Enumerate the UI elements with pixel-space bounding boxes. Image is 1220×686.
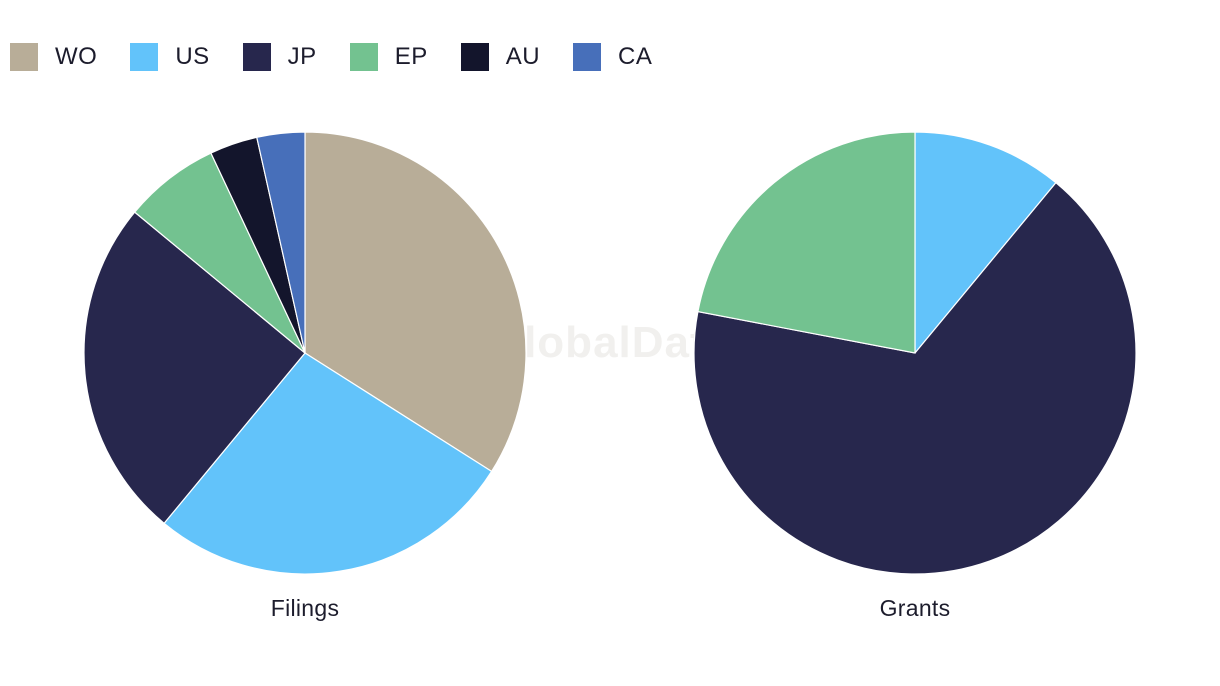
pie-slice-grants-ep [697,131,916,354]
pie-grants [693,131,1137,575]
legend: WO US JP EP AU CA [10,42,685,72]
legend-swatch-jp [242,43,271,71]
legend-item-jp: JP [242,43,317,71]
legend-label-wo: WO [55,43,98,70]
pie-slice-filings-us [163,352,493,575]
legend-label-au: AU [505,43,541,70]
legend-label-ca: CA [618,43,653,70]
pie-slice-grants-us [914,131,1057,355]
legend-swatch-wo [10,43,38,71]
legend-item-ep: EP [349,43,428,71]
legend-label-us: US [175,43,210,70]
legend-label-jp: JP [287,43,317,70]
legend-item-ca: CA [573,43,652,71]
legend-item-wo: WO [10,43,97,71]
legend-swatch-us [130,43,159,71]
legend-swatch-ep [349,43,378,71]
legend-item-au: AU [460,43,541,71]
legend-label-ep: EP [394,43,428,70]
legend-swatch-ca [573,43,602,71]
legend-swatch-au [460,43,489,71]
pie-slice-grants-jp [693,181,1137,575]
pie-title-filings: Filings [270,595,340,621]
pie-title-grants: Grants [879,595,951,621]
pie-slice-filings-jp [83,211,306,525]
pie-filings [83,131,527,575]
watermark: GlobalData [488,318,732,367]
pie-slice-filings-wo [304,131,527,473]
pie-slice-filings-ca [256,131,306,354]
legend-item-us: US [130,43,209,71]
